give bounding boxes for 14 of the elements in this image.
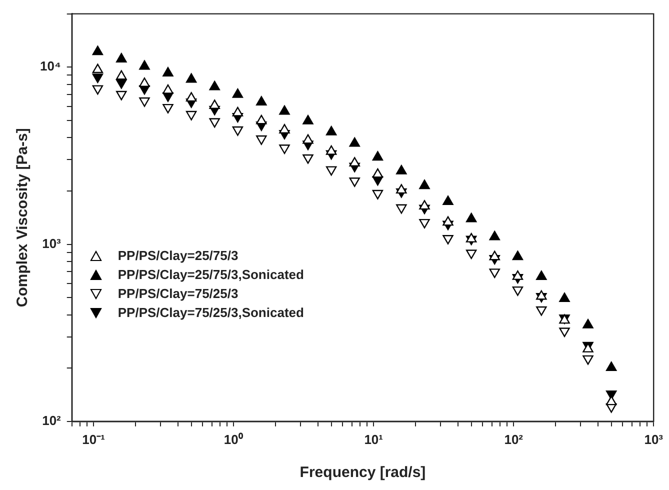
legend-label: PP/PS/Clay=25/75/3 bbox=[118, 248, 238, 264]
x-tick-label: 10² bbox=[504, 432, 524, 447]
x-axis-title: Frequency [rad/s] bbox=[300, 464, 426, 482]
y-tick-label: 10² bbox=[42, 412, 62, 428]
x-tick-label: 10⁰ bbox=[224, 432, 244, 447]
y-axis-title: Complex Viscosity [Pa-s] bbox=[14, 128, 32, 308]
y-tick-label: 10⁴ bbox=[40, 58, 61, 74]
legend-label: PP/PS/Clay=75/25/3 bbox=[118, 286, 238, 302]
x-tick-label: 10⁻¹ bbox=[82, 432, 105, 447]
y-tick-label: 10³ bbox=[42, 236, 62, 251]
legend-label: PP/PS/Clay=75/25/3,Sonicated bbox=[118, 305, 304, 320]
legend-label: PP/PS/Clay=25/75/3,Sonicated bbox=[118, 267, 304, 282]
x-tick-label: 10³ bbox=[644, 432, 664, 447]
x-tick-label: 10¹ bbox=[364, 432, 383, 447]
